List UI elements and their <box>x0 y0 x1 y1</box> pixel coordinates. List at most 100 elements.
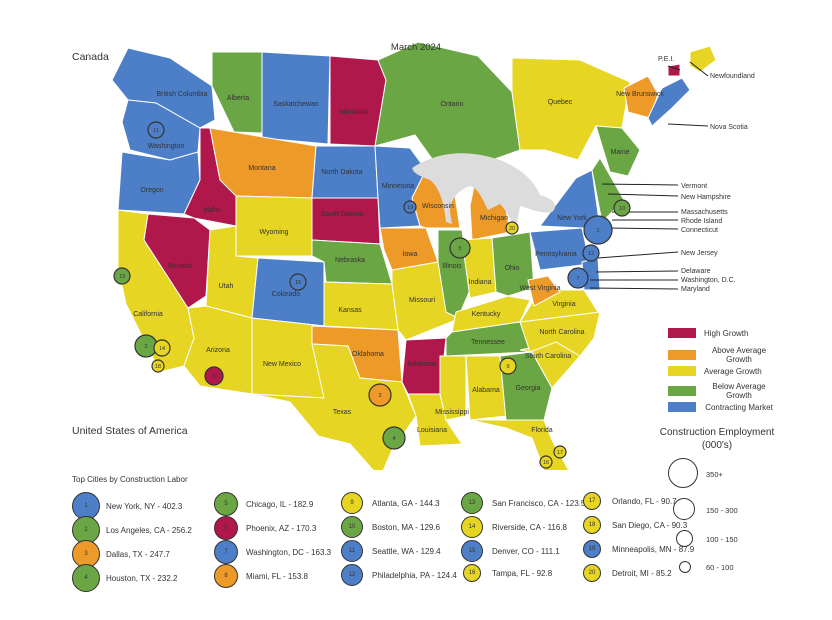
city-entry: 10 Boston, MA - 129.6 <box>338 516 440 538</box>
marker-rank: 3 <box>378 393 381 399</box>
legend-row: Below Average Growth <box>668 382 774 400</box>
city-entry: 16 Tampa, FL - 92.8 <box>458 564 552 582</box>
legend-swatch <box>668 350 696 360</box>
city-dot: 13 <box>461 492 483 514</box>
region-label: Wyoming <box>259 229 288 236</box>
city-label: Denver, CO - 111.1 <box>492 546 560 556</box>
callout-line <box>667 123 709 127</box>
size-legend-title: Construction Employment (000's) <box>659 427 775 451</box>
region-oregon <box>117 151 201 215</box>
region-label: Maine <box>610 149 629 156</box>
marker-circle <box>505 221 519 235</box>
region-label: South Carolina <box>525 353 571 360</box>
marker-rank: 2 <box>144 344 147 350</box>
region-west-virginia <box>527 275 561 307</box>
marker-rank: 1 <box>596 228 599 234</box>
city-marker: 13 <box>113 267 131 285</box>
region-label: Louisiana <box>417 427 447 434</box>
region-label: South Dakota <box>321 211 364 218</box>
city-label: Philadelphia, PA - 124.4 <box>372 570 457 580</box>
region-south-dakota <box>311 197 381 245</box>
city-dot: 17 <box>583 492 601 510</box>
callout-label: New Jersey <box>681 250 718 257</box>
marker-circle <box>583 215 613 245</box>
callout-line <box>601 183 679 186</box>
usa-label: United States of America <box>72 425 188 437</box>
marker-circle <box>151 359 165 373</box>
region-label: Minnesota <box>382 183 414 190</box>
city-marker: 11 <box>147 121 165 139</box>
region-label: Illinois <box>442 263 462 270</box>
region-mississippi <box>439 355 467 421</box>
size-label: 350+ <box>706 470 723 479</box>
marker-circle <box>153 339 171 357</box>
city-entry: 9 Atlanta, GA - 144.3 <box>338 492 440 514</box>
region-pennsylvania <box>529 227 591 271</box>
city-marker: 3 <box>368 383 392 407</box>
callout-line <box>605 227 679 230</box>
city-entry: 13 San Francisco, CA - 123.5 <box>458 492 585 514</box>
marker-circle <box>403 200 417 214</box>
legend-label: Contracting Market <box>705 402 773 412</box>
city-dot: 15 <box>461 540 483 562</box>
legend-swatch <box>668 402 696 412</box>
region-label: North Dakota <box>321 169 362 176</box>
city-dot: 4 <box>72 564 100 592</box>
city-dot: 12 <box>341 564 363 586</box>
region-label: British Columbia <box>157 91 208 98</box>
city-dot: 10 <box>341 516 363 538</box>
legend-label: High Growth <box>704 328 749 338</box>
legend-label: Below Average Growth <box>712 382 766 400</box>
city-label: Dallas, TX - 247.7 <box>106 549 170 559</box>
marker-rank: 14 <box>159 346 165 352</box>
city-label: Los Angeles, CA - 256.2 <box>106 525 192 535</box>
city-label: Washington, DC - 163.3 <box>246 547 332 557</box>
city-dot: 1 <box>72 492 100 520</box>
marker-circle <box>567 267 589 289</box>
callout-label: Washington, D.C. <box>681 277 736 284</box>
region-label: New Brunswick <box>616 91 664 98</box>
region-label: California <box>133 311 163 318</box>
city-marker: 20 <box>505 221 519 235</box>
cities-title: Top Cities by Construction Labor <box>72 475 188 484</box>
marker-rank: 5 <box>458 246 461 252</box>
callout-label: Massachusetts <box>681 209 728 216</box>
region-label: Oregon <box>140 187 163 194</box>
callout-label: Newfoundland <box>710 73 755 80</box>
region-label: Virginia <box>552 301 575 308</box>
region-label: Indiana <box>469 279 492 286</box>
region-label: Arizona <box>206 347 230 354</box>
city-marker: 18 <box>151 359 165 373</box>
marker-circle <box>382 426 406 450</box>
city-marker: 17 <box>553 445 567 459</box>
marker-circle <box>613 199 631 217</box>
region-quebec <box>511 57 631 161</box>
marker-rank: 11 <box>153 128 159 134</box>
callout-line <box>595 270 679 273</box>
callout-line <box>607 193 679 197</box>
marker-rank: 13 <box>119 274 125 280</box>
city-entry: 20 Detroit, MI - 85.2 <box>578 564 672 582</box>
city-entry: 8 Miami, FL - 153.8 <box>212 564 308 588</box>
size-label: 150 - 300 <box>706 506 738 515</box>
callout-label: Delaware <box>681 268 711 275</box>
marker-circle <box>499 357 517 375</box>
city-dot: 19 <box>583 540 601 558</box>
marker-rank: 16 <box>543 460 549 466</box>
city-marker: 12 <box>582 244 600 262</box>
region-label: Wisconsin <box>422 203 454 210</box>
city-label: Chicago, IL - 182.9 <box>246 499 314 509</box>
region-label: Georgia <box>516 385 541 392</box>
city-label: Atlanta, GA - 144.3 <box>372 498 440 508</box>
city-entry: 5 Chicago, IL - 182.9 <box>212 492 313 516</box>
city-dot: 14 <box>461 516 483 538</box>
region-new-york <box>539 169 601 229</box>
region-kansas <box>323 281 399 331</box>
legend-swatch <box>668 366 696 376</box>
city-dot: 20 <box>583 564 601 582</box>
region-saskatchewan <box>261 51 331 145</box>
marker-rank: 9 <box>506 364 509 370</box>
callout-label: New Hampshire <box>681 194 731 201</box>
city-label: Detroit, MI - 85.2 <box>612 568 672 578</box>
marker-circle <box>147 121 165 139</box>
